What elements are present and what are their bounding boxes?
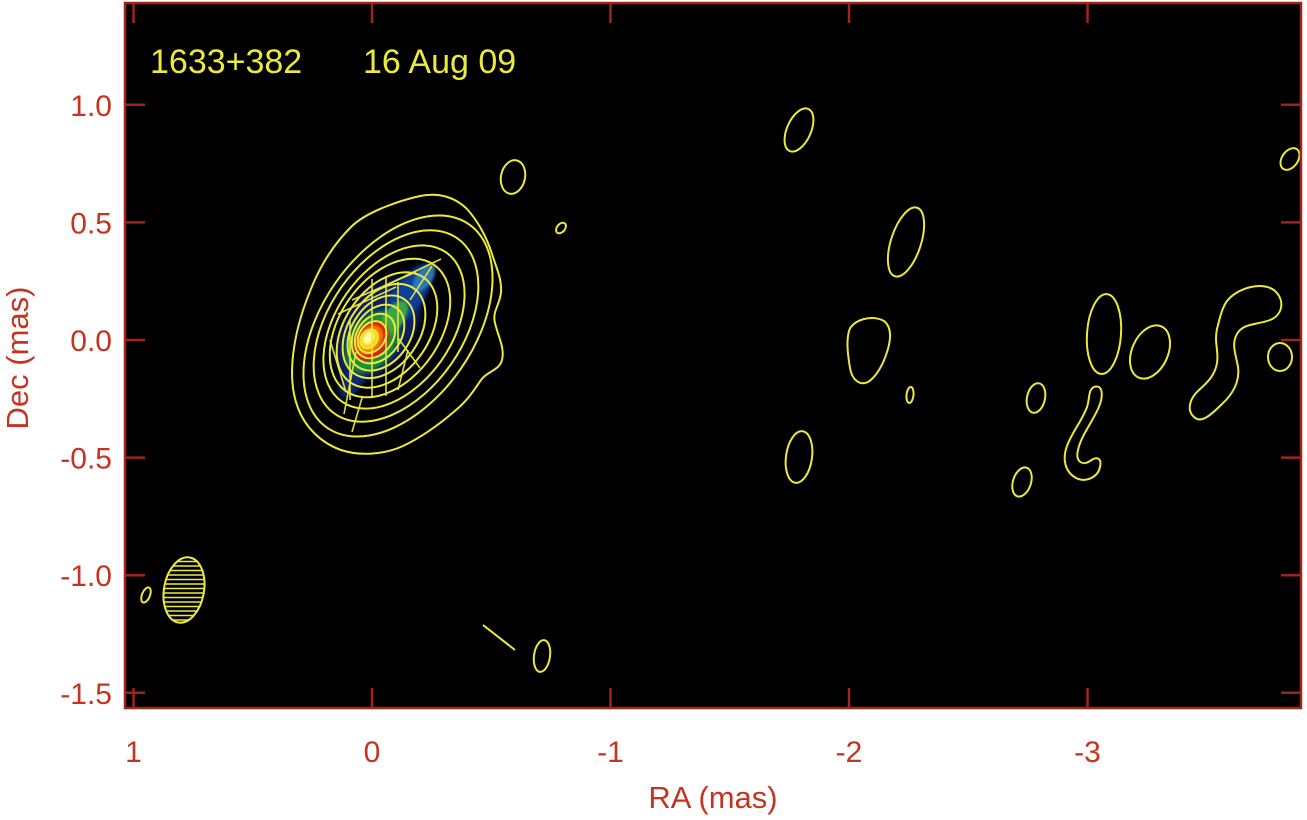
jet-blob-contour bbox=[555, 221, 567, 235]
plot-border bbox=[123, 1, 1303, 710]
contour-line bbox=[322, 244, 466, 410]
contour-line bbox=[346, 294, 416, 372]
x-tick-label: -1 bbox=[597, 736, 624, 769]
y-tick-label: 0.0 bbox=[70, 325, 112, 358]
evpa-stick bbox=[351, 397, 363, 433]
x-axis-title: RA (mas) bbox=[648, 780, 777, 815]
jet-blob-contour bbox=[905, 386, 915, 404]
jet-blob-contour bbox=[1085, 293, 1123, 375]
contour-path bbox=[291, 193, 504, 455]
polarization-sticks-group bbox=[329, 258, 442, 433]
jet-blob-contour bbox=[783, 107, 815, 153]
x-tick-label: 0 bbox=[364, 736, 381, 769]
jet-blob-contour bbox=[1128, 324, 1172, 380]
x-tick-label: -3 bbox=[1074, 736, 1101, 769]
contour-line bbox=[302, 214, 494, 438]
jet-blob-contour bbox=[1011, 466, 1033, 498]
jet-blob-contour bbox=[886, 206, 926, 278]
contour-line bbox=[353, 312, 397, 360]
evpa-stick bbox=[397, 337, 421, 369]
jet-blob-contour bbox=[1267, 342, 1293, 372]
y-tick-label: 0.5 bbox=[70, 207, 112, 240]
evpa-stick bbox=[351, 271, 417, 301]
contour-stick-feature bbox=[482, 624, 516, 651]
jet-blob-contour bbox=[1025, 382, 1047, 414]
x-tick-label: -2 bbox=[836, 736, 863, 769]
evpa-stick bbox=[409, 265, 433, 301]
y-tick-label: 1.0 bbox=[70, 90, 112, 123]
y-axis-title: Dec (mas) bbox=[0, 287, 35, 430]
axes-group: 1 0 -1 -2 -3 1.0 0.5 0.0 -0.5 -1.0 -1.5 bbox=[60, 3, 1301, 769]
y-tick-label: -1.0 bbox=[60, 560, 112, 593]
contour-line bbox=[350, 303, 406, 365]
contour-line bbox=[341, 282, 427, 380]
epoch-label: 16 Aug 09 bbox=[363, 43, 516, 81]
jet-blob-contour bbox=[499, 159, 527, 195]
evpa-stick bbox=[397, 349, 409, 391]
jet-blob-contour bbox=[140, 586, 152, 604]
contour-line bbox=[359, 328, 379, 350]
source-name-label: 1633+382 bbox=[150, 43, 302, 81]
plot-area-background bbox=[125, 3, 1301, 708]
y-tick-label: -1.5 bbox=[60, 678, 112, 711]
jet-blob-contour bbox=[1279, 147, 1301, 171]
jet-blob-contour bbox=[532, 639, 552, 673]
jet-blob-contour bbox=[784, 430, 814, 484]
x-tick-label: 1 bbox=[125, 736, 142, 769]
evpa-stick bbox=[343, 351, 357, 415]
contour-line bbox=[356, 320, 388, 354]
contour-path bbox=[1063, 385, 1103, 481]
y-tick-label: -0.5 bbox=[60, 443, 112, 476]
evpa-stick bbox=[329, 339, 347, 393]
contour-path bbox=[846, 317, 891, 385]
contour-line bbox=[312, 229, 480, 423]
beam-ellipse bbox=[162, 556, 206, 624]
contour-path bbox=[1188, 285, 1283, 421]
